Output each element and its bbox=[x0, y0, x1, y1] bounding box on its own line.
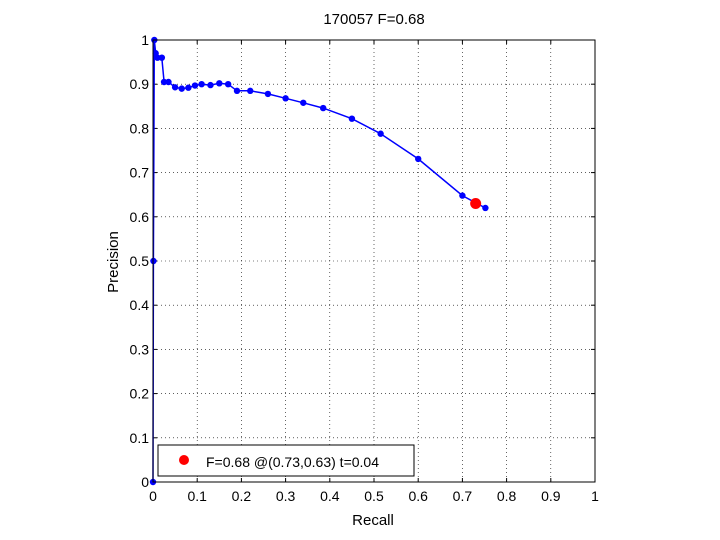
y-tick-label: 0.5 bbox=[130, 253, 150, 269]
y-tick-label: 0.1 bbox=[130, 430, 150, 446]
x-axis-label: Recall bbox=[352, 512, 394, 529]
data-point bbox=[160, 78, 168, 86]
data-point bbox=[207, 81, 214, 89]
x-tick-label: 0.6 bbox=[408, 488, 428, 504]
x-tick-label: 0.3 bbox=[276, 488, 296, 504]
y-tick-label: 0 bbox=[141, 474, 149, 490]
x-tick-label: 0.7 bbox=[453, 488, 473, 504]
plot-frame bbox=[152, 39, 596, 483]
data-point bbox=[415, 155, 422, 163]
legend-box bbox=[157, 444, 415, 477]
data-point bbox=[198, 81, 205, 88]
data-point bbox=[264, 90, 272, 98]
y-tick-label: 1 bbox=[141, 32, 149, 48]
x-tick-label: 0.1 bbox=[187, 488, 207, 504]
data-point bbox=[178, 85, 185, 92]
y-tick-label: 0.8 bbox=[130, 120, 150, 136]
y-tick-label: 0.2 bbox=[130, 386, 150, 402]
best-f-point bbox=[470, 198, 482, 210]
y-tick-label: 0.6 bbox=[130, 209, 150, 225]
data-point bbox=[482, 204, 489, 212]
x-tick-label: 0.2 bbox=[232, 488, 252, 504]
data-point bbox=[185, 84, 192, 91]
axis-ticks: 0 0.1 0.2 0.3 0.4 0.5 0.6 0.7 0.8 0.9 1 0 0.1 0.2 0.3 0… bbox=[130, 32, 600, 504]
data-point bbox=[171, 84, 179, 91]
data-point bbox=[165, 78, 172, 86]
data-point bbox=[348, 115, 356, 122]
y-axis-label: Precision bbox=[105, 231, 122, 293]
legend-marker bbox=[179, 455, 189, 465]
data-point bbox=[191, 82, 199, 89]
x-tick-label: 0.9 bbox=[541, 488, 561, 504]
data-point bbox=[377, 130, 384, 137]
grid bbox=[153, 40, 595, 482]
x-tick-label: 0.5 bbox=[364, 488, 384, 504]
x-tick-label: 1 bbox=[591, 488, 599, 504]
data-point bbox=[300, 99, 307, 106]
data-point bbox=[247, 87, 254, 95]
data-point bbox=[459, 192, 466, 199]
legend-label: F=0.68 @(0.73,0.63) t=0.04 bbox=[206, 454, 379, 470]
data-point bbox=[319, 104, 327, 112]
data-point bbox=[216, 80, 223, 87]
highlight-layer bbox=[470, 198, 482, 210]
x-tick-label: 0.4 bbox=[320, 488, 340, 504]
data-point bbox=[158, 54, 166, 61]
data-point bbox=[154, 54, 161, 61]
x-tick-label: 0.8 bbox=[497, 488, 517, 504]
data-series bbox=[149, 36, 489, 486]
y-tick-label: 0.9 bbox=[130, 76, 150, 92]
y-tick-label: 0.3 bbox=[130, 341, 150, 357]
x-tick-label: 0 bbox=[149, 488, 157, 504]
data-point bbox=[233, 87, 241, 95]
y-tick-label: 0.4 bbox=[130, 297, 150, 313]
legend: F=0.68 @(0.73,0.63) t=0.04 bbox=[157, 444, 415, 477]
chart-title: 170057 F=0.68 bbox=[323, 11, 424, 28]
data-point bbox=[282, 95, 289, 102]
y-tick-label: 0.7 bbox=[130, 165, 150, 181]
data-point bbox=[224, 81, 232, 88]
